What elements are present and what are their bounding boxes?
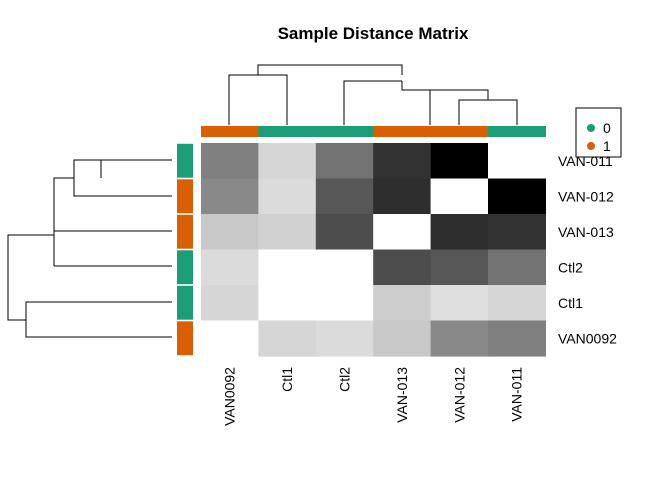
heatmap-cell	[430, 285, 489, 322]
row-annotation-cell	[177, 285, 193, 320]
heatmap-cell	[258, 320, 317, 357]
heatmap-cell	[373, 320, 432, 357]
heatmap-cell	[315, 249, 374, 286]
column-label: VAN-012	[451, 367, 467, 423]
heatmap-cell	[315, 285, 374, 322]
heatmap-cell	[488, 143, 546, 180]
column-annotation-bar	[201, 126, 546, 137]
heatmap-cell	[373, 285, 432, 322]
column-label: VAN-013	[394, 367, 410, 423]
heatmap-cell	[488, 178, 546, 215]
heatmap-cell	[488, 320, 546, 357]
column-annotation-cell	[488, 126, 546, 137]
row-annotation-cell	[177, 179, 193, 214]
heatmap-cell	[315, 143, 374, 180]
heatmap-cell	[430, 249, 489, 286]
column-annotation-cell	[201, 126, 259, 137]
heatmap-cell	[201, 143, 259, 180]
heatmap-cell	[201, 320, 259, 357]
heatmap-cell	[201, 285, 259, 322]
heatmap-cell	[201, 249, 259, 286]
row-label: VAN0092	[558, 330, 617, 346]
column-labels: VAN0092 Ctl1 Ctl2 VAN-013 VAN-012 VAN-011	[222, 367, 525, 426]
heatmap-cell	[258, 178, 317, 215]
column-label: Ctl2	[337, 367, 353, 392]
row-label: VAN-013	[558, 224, 614, 240]
row-annotation-cell	[177, 321, 193, 356]
column-annotation-cell	[258, 126, 317, 137]
column-label: Ctl1	[279, 367, 295, 392]
column-annotation-cell	[315, 126, 374, 137]
legend-label: 0	[603, 120, 611, 136]
heatmap-cell	[373, 214, 432, 251]
heatmap-cell	[258, 214, 317, 251]
heatmap-cell	[201, 214, 259, 251]
heatmap-cell	[430, 178, 489, 215]
row-annotation-bar	[177, 143, 193, 356]
heatmap-cell	[201, 178, 259, 215]
legend-marker	[587, 124, 595, 132]
row-annotation-cell	[177, 143, 193, 178]
heatmap-cells	[201, 143, 546, 357]
heatmap-cell	[315, 320, 374, 357]
heatmap-cell	[430, 143, 489, 180]
heatmap-cell	[488, 249, 546, 286]
column-dendrogram	[228, 64, 518, 125]
heatmap-cell	[488, 285, 546, 322]
heatmap-cell	[430, 320, 489, 357]
heatmap-cell	[258, 249, 317, 286]
heatmap-cell	[258, 143, 317, 180]
legend: 01	[587, 120, 611, 154]
row-label: Ctl1	[558, 295, 583, 311]
heatmap-cell	[315, 214, 374, 251]
heatmap-cell	[373, 143, 432, 180]
heatmap-cell	[430, 214, 489, 251]
row-annotation-cell	[177, 214, 193, 249]
row-dendrogram	[7, 159, 172, 338]
heatmap-cell	[373, 178, 432, 215]
legend-label: 1	[603, 138, 611, 154]
heatmap-cell	[488, 214, 546, 251]
legend-box	[575, 107, 622, 158]
row-annotation-cell	[177, 250, 193, 285]
chart-title: Sample Distance Matrix	[278, 24, 469, 43]
legend-marker	[587, 142, 595, 150]
column-label: VAN0092	[222, 367, 238, 426]
heatmap-cell	[315, 178, 374, 215]
column-label: VAN-011	[509, 367, 525, 422]
heatmap-cell	[373, 249, 432, 286]
column-annotation-cell	[430, 126, 489, 137]
row-label: Ctl2	[558, 259, 583, 275]
row-label: VAN-012	[558, 188, 614, 204]
column-annotation-cell	[373, 126, 432, 137]
heatmap-cell	[258, 285, 317, 322]
